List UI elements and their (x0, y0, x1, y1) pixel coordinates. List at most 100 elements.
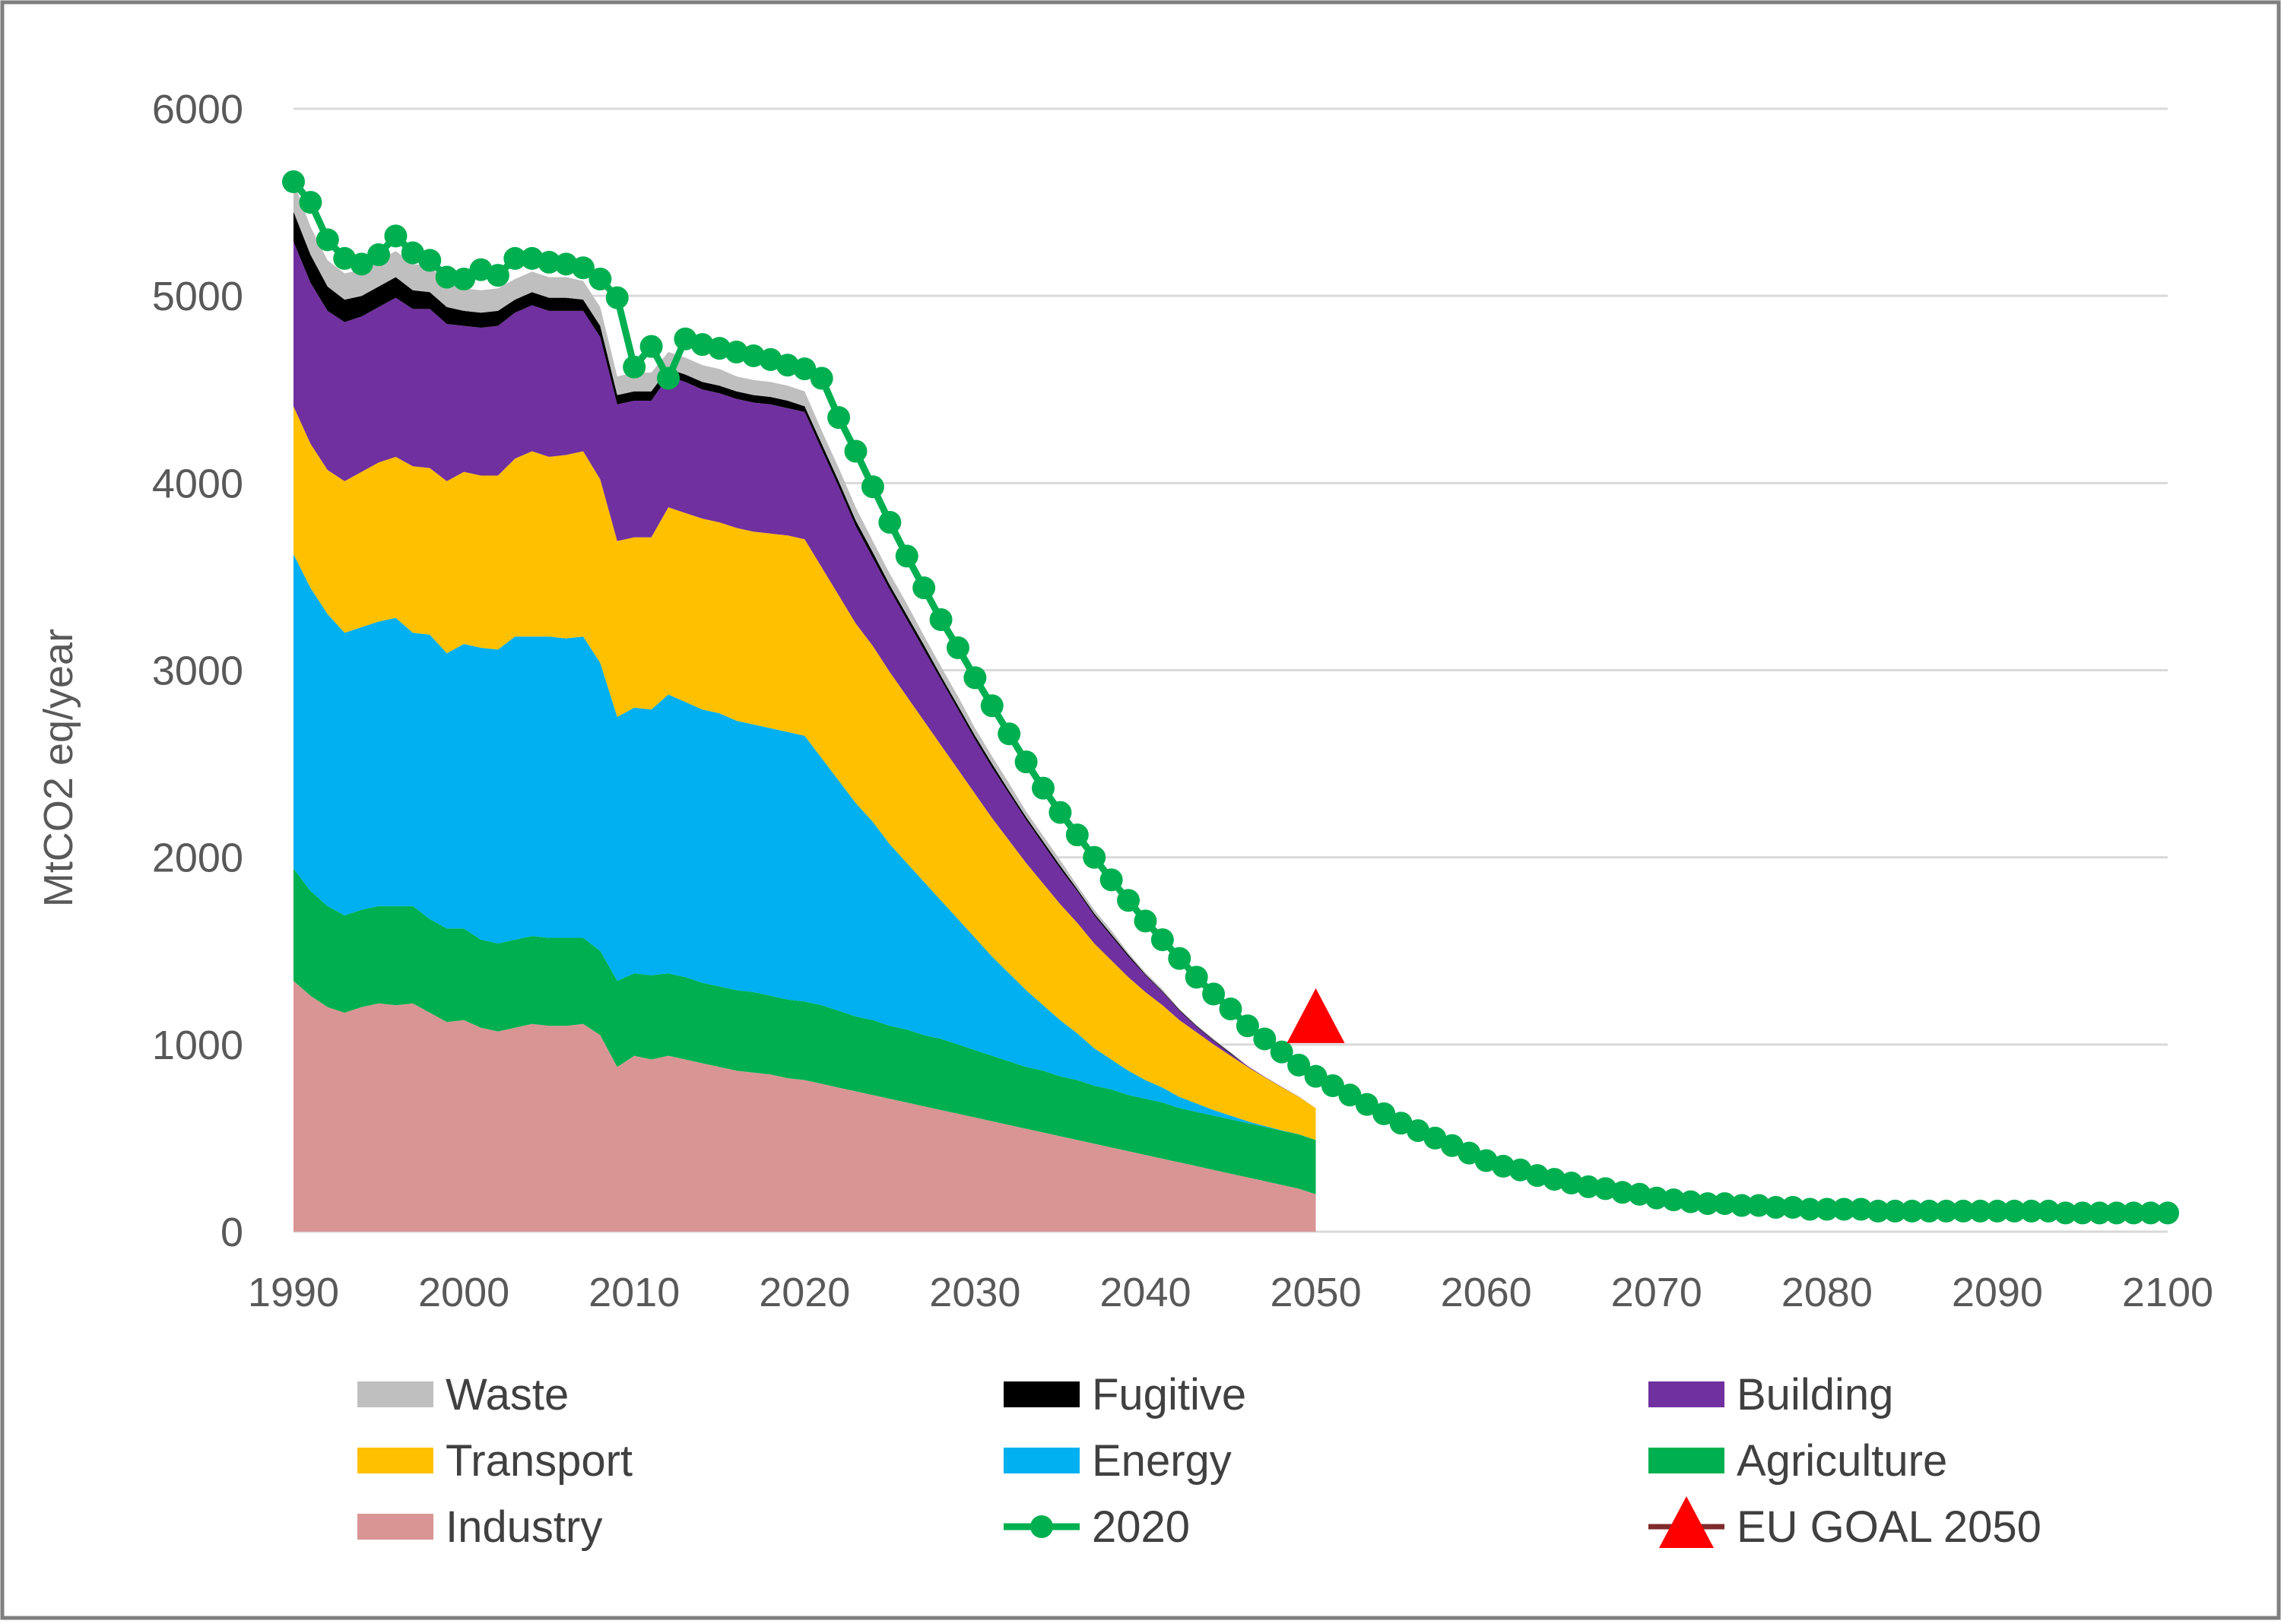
point-2020-2031 (980, 694, 1004, 718)
legend-item-building: Building (1648, 1370, 1893, 1419)
point-2020-2044 (1202, 982, 1226, 1006)
area-transport (293, 406, 1316, 1140)
legend-swatch-triangle (1659, 1496, 1714, 1548)
line-series-2020 (282, 170, 2179, 1225)
point-2020-2083 (1867, 1199, 1890, 1223)
point-2020-2006 (554, 252, 578, 276)
x-tick-label: 2060 (1441, 1270, 1532, 1315)
legend-label-fugitive: Fugitive (1092, 1370, 1246, 1419)
point-2020-2005 (538, 250, 561, 274)
point-2020-2091 (2003, 1199, 2026, 1223)
y-tick-label: 0 (220, 1210, 243, 1255)
point-2020-2003 (503, 246, 527, 270)
point-2020-2020 (793, 357, 817, 381)
point-2020-2012 (657, 366, 680, 390)
point-2020-1996 (384, 224, 408, 248)
area-industry (293, 981, 1316, 1232)
point-2020-2054 (1372, 1102, 1396, 1125)
point-2020-1998 (418, 249, 442, 272)
area-agriculture (293, 868, 1316, 1194)
point-2020-2059 (1458, 1141, 1481, 1165)
point-2020-2095 (2070, 1201, 2094, 1225)
point-2020-2038 (1099, 868, 1123, 892)
point-2020-2049 (1287, 1053, 1311, 1077)
point-2020-2094 (2054, 1201, 2077, 1225)
point-2020-2034 (1032, 776, 1055, 800)
point-2020-2076 (1747, 1194, 1771, 1217)
point-2020-2084 (1883, 1199, 1907, 1223)
point-2020-2014 (690, 333, 714, 357)
area-waste (293, 182, 1316, 1109)
point-2020-2037 (1083, 845, 1106, 869)
point-2020-2024 (861, 475, 884, 499)
point-2020-2065 (1559, 1171, 1583, 1194)
legend-label-eu-goal-2050: EU GOAL 2050 (1737, 1502, 2041, 1552)
point-2020-2089 (1969, 1199, 1992, 1223)
y-axis-ticks: 0 1000 2000 3000 4000 5000 6000 (152, 87, 243, 1255)
x-tick-label: 2030 (929, 1270, 1020, 1315)
point-2020-2042 (1168, 947, 1191, 970)
point-2020-2007 (571, 256, 595, 280)
x-tick-label: 2070 (1611, 1270, 1702, 1315)
point-2020-2082 (1849, 1197, 1873, 1221)
point-2020-2021 (810, 366, 833, 390)
legend-label-waste: Waste (446, 1370, 569, 1419)
point-2020-2071 (1662, 1188, 1686, 1212)
point-2020-2078 (1781, 1195, 1804, 1219)
x-axis-ticks: 1990 2000 2010 2020 2030 2040 2050 2060 2070 2080… (248, 1270, 2213, 1315)
point-2020-2064 (1543, 1168, 1566, 1191)
point-2020-1990 (282, 170, 305, 194)
point-2020-2026 (895, 544, 918, 568)
y-axis-title: MtCO2 eq/year (36, 629, 81, 907)
x-tick-label: 2090 (1952, 1270, 2043, 1315)
point-2020-2036 (1065, 823, 1089, 847)
x-tick-label: 2010 (588, 1270, 680, 1315)
point-2020-1999 (435, 265, 458, 289)
point-2020-2098 (2122, 1201, 2146, 1225)
point-2020-2090 (1985, 1199, 2009, 1223)
legend-item-industry: Industry (357, 1502, 602, 1552)
point-2020-2053 (1355, 1093, 1378, 1116)
goal-marker-layer (1286, 988, 1345, 1043)
legend-swatch-energy (1004, 1448, 1080, 1473)
point-2020-2050 (1304, 1064, 1328, 1088)
point-2020-2055 (1389, 1112, 1413, 1135)
point-2020-2039 (1117, 889, 1140, 912)
legend-item-fugitive: Fugitive (1004, 1370, 1246, 1419)
point-2020-2004 (520, 246, 544, 270)
point-2020-2048 (1270, 1040, 1293, 1064)
point-2020-2025 (878, 511, 902, 534)
point-2020-2100 (2156, 1201, 2179, 1225)
point-2020-2067 (1594, 1177, 1617, 1201)
point-2020-2027 (912, 576, 936, 600)
legend-item-energy: Energy (1004, 1436, 1232, 1486)
point-2020-2040 (1134, 909, 1157, 933)
legend-label-energy: Energy (1092, 1436, 1232, 1486)
point-2020-2023 (844, 439, 868, 463)
point-2020-2099 (2139, 1201, 2162, 1225)
x-tick-label: 1990 (248, 1270, 339, 1315)
point-2020-2088 (1952, 1199, 1975, 1223)
y-tick-label: 4000 (152, 461, 243, 506)
point-2020-2070 (1645, 1186, 1668, 1210)
y-tick-label: 3000 (152, 649, 243, 694)
point-2020-2075 (1730, 1194, 1753, 1217)
point-2020-2069 (1628, 1182, 1651, 1206)
point-2020-1995 (367, 243, 391, 267)
legend-swatch-building (1648, 1381, 1724, 1407)
legend-item-agriculture: Agriculture (1648, 1436, 1947, 1486)
point-2020-1994 (350, 252, 373, 276)
point-2020-2032 (998, 722, 1021, 746)
point-2020-2068 (1610, 1181, 1634, 1204)
point-2020-2087 (1934, 1199, 1958, 1223)
point-2020-2072 (1679, 1190, 1702, 1213)
point-2020-2030 (963, 666, 987, 690)
eu-goal-2050-marker (1286, 988, 1345, 1043)
point-2020-2019 (776, 354, 799, 377)
legend: Waste Fugitive Building Transport Energy Agri… (357, 1370, 2041, 1552)
point-2020-2085 (1900, 1199, 1924, 1223)
point-2020-2016 (725, 341, 748, 364)
point-2020-2052 (1338, 1083, 1362, 1107)
